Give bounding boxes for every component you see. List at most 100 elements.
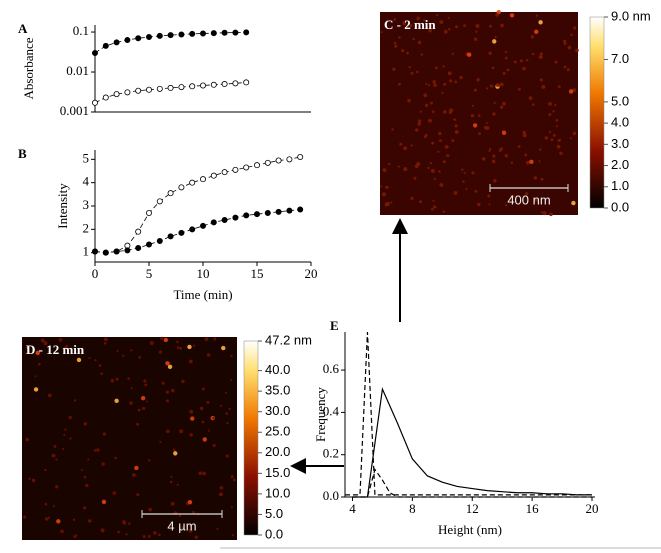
particle bbox=[423, 93, 428, 98]
particle bbox=[552, 110, 555, 113]
particle bbox=[114, 456, 117, 460]
particle bbox=[475, 23, 480, 28]
particle bbox=[85, 483, 89, 488]
particle bbox=[420, 53, 424, 56]
particle bbox=[96, 448, 100, 452]
point bbox=[145, 34, 152, 41]
particle bbox=[459, 75, 463, 80]
colorbar-label: 9.0 nm bbox=[611, 8, 651, 23]
particle bbox=[33, 387, 39, 392]
point bbox=[264, 209, 271, 216]
particle bbox=[447, 27, 451, 31]
particle bbox=[431, 141, 435, 145]
x-tick-label: 20 bbox=[586, 501, 599, 516]
particle bbox=[390, 201, 393, 204]
particle bbox=[144, 383, 148, 387]
particle bbox=[472, 123, 478, 128]
particle bbox=[525, 160, 530, 165]
particle bbox=[548, 130, 552, 134]
particle bbox=[391, 128, 394, 131]
x-tick-label: 16 bbox=[526, 501, 540, 516]
particle bbox=[481, 157, 486, 161]
particle bbox=[102, 432, 106, 436]
particle bbox=[540, 177, 544, 181]
particle bbox=[47, 516, 51, 520]
particle bbox=[403, 146, 408, 151]
colorbar-label: 0.0 bbox=[611, 199, 629, 214]
particle bbox=[192, 344, 196, 347]
particle bbox=[447, 16, 450, 20]
particle bbox=[179, 429, 184, 434]
particle bbox=[116, 349, 119, 352]
particle bbox=[76, 357, 82, 363]
particle bbox=[504, 56, 508, 60]
particle bbox=[499, 82, 504, 87]
particle bbox=[513, 60, 517, 64]
particle bbox=[425, 83, 428, 86]
particle bbox=[167, 364, 173, 369]
particle bbox=[112, 491, 117, 495]
particle bbox=[219, 485, 224, 490]
particle bbox=[181, 526, 185, 530]
point bbox=[243, 212, 250, 219]
particle bbox=[188, 359, 193, 364]
particle bbox=[493, 101, 496, 104]
x-tick-label: 10 bbox=[197, 266, 210, 281]
particle bbox=[199, 406, 204, 411]
point bbox=[156, 237, 163, 244]
colorbar-label: 25.0 bbox=[265, 424, 290, 439]
particle bbox=[478, 132, 481, 136]
scalebar-label: 400 nm bbox=[507, 192, 550, 207]
particle bbox=[406, 51, 409, 55]
particle bbox=[435, 66, 438, 70]
particle bbox=[387, 162, 391, 166]
particle bbox=[487, 194, 491, 198]
point bbox=[145, 241, 152, 248]
particle bbox=[409, 23, 413, 28]
particle bbox=[493, 179, 497, 183]
particle bbox=[541, 84, 546, 89]
particle bbox=[110, 378, 115, 383]
point bbox=[199, 222, 206, 229]
particle bbox=[415, 128, 419, 132]
particle bbox=[73, 535, 77, 539]
particle bbox=[423, 19, 426, 22]
particle bbox=[397, 165, 400, 168]
afm-image bbox=[380, 12, 578, 215]
particle bbox=[439, 183, 444, 187]
particle bbox=[178, 514, 182, 518]
particle bbox=[55, 458, 58, 461]
particle bbox=[433, 205, 437, 209]
particle bbox=[491, 66, 495, 70]
particle bbox=[427, 166, 430, 170]
particle bbox=[522, 133, 527, 138]
point bbox=[124, 37, 131, 44]
particle bbox=[384, 185, 388, 189]
colorbar-label: 10.0 bbox=[265, 485, 290, 500]
particle bbox=[403, 167, 408, 172]
particle bbox=[552, 133, 556, 137]
particle bbox=[189, 409, 194, 414]
particle bbox=[575, 48, 579, 53]
point bbox=[92, 49, 99, 56]
particle bbox=[572, 88, 577, 92]
particle bbox=[201, 387, 205, 391]
y-tick-label: 0.1 bbox=[73, 23, 89, 38]
particle bbox=[572, 131, 577, 136]
particle bbox=[531, 103, 535, 106]
particle bbox=[100, 372, 103, 375]
particle bbox=[573, 26, 577, 30]
particle bbox=[213, 337, 217, 341]
particle bbox=[494, 35, 497, 39]
point bbox=[232, 214, 239, 221]
particle bbox=[44, 502, 48, 506]
particle bbox=[432, 80, 436, 84]
particle bbox=[64, 428, 67, 431]
particle bbox=[44, 468, 47, 472]
particle bbox=[31, 478, 36, 483]
particle bbox=[471, 171, 475, 175]
particle bbox=[122, 354, 125, 357]
series-line bbox=[345, 331, 593, 496]
particle bbox=[198, 471, 203, 476]
particle bbox=[170, 501, 175, 506]
